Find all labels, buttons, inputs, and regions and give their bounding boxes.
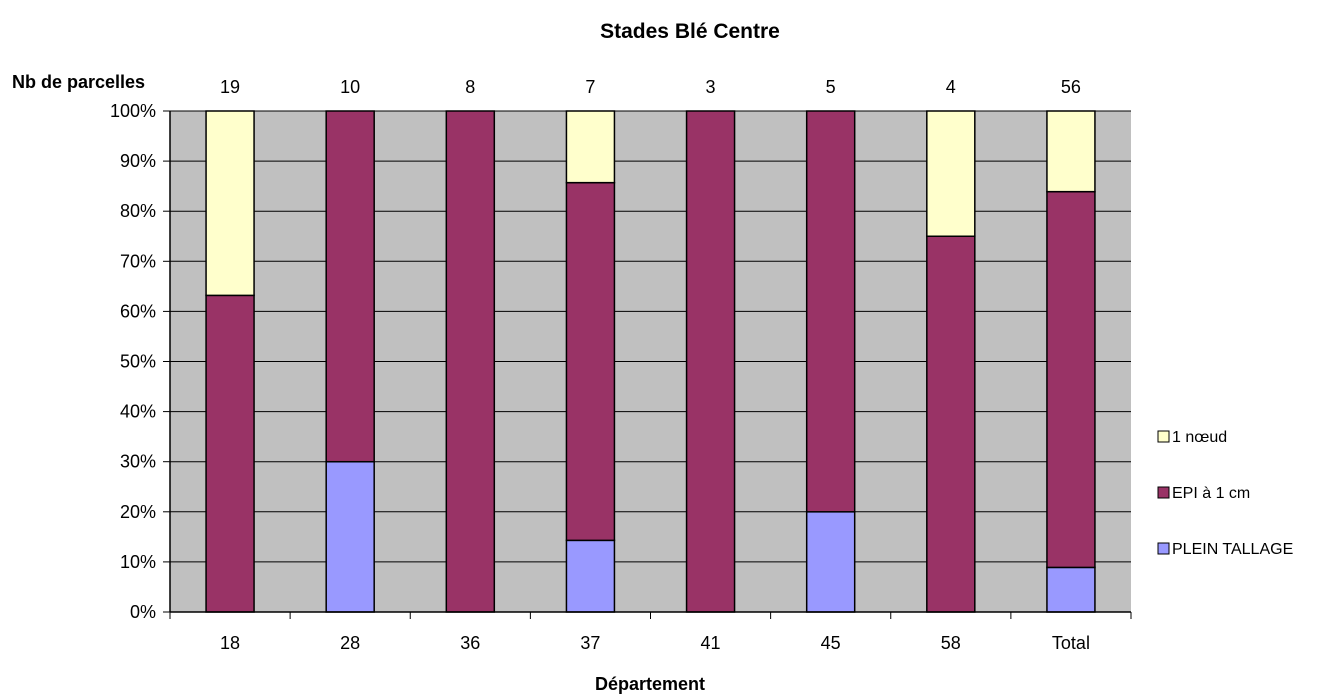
bar-segment	[565, 539, 616, 613]
x-tick-label: 37	[580, 633, 600, 653]
y-tick-label: 70%	[120, 251, 156, 271]
x-tick-labels: 18 28 36 37 41 45 58 Total	[220, 633, 1090, 653]
x-tick-label: 58	[941, 633, 961, 653]
axes	[163, 110, 1132, 619]
bar-segment	[926, 110, 976, 237]
bars	[205, 110, 1096, 613]
count-value: 56	[1061, 77, 1081, 97]
bar-segment	[1046, 110, 1096, 193]
bar-segment	[565, 181, 616, 542]
count-value: 19	[220, 77, 240, 97]
y-tick-label: 0%	[130, 602, 156, 622]
legend-swatch	[1157, 486, 1170, 499]
count-value: 4	[946, 77, 956, 97]
bar-segment	[805, 110, 856, 513]
count-value: 8	[465, 77, 475, 97]
bar-segment	[445, 110, 496, 613]
count-value: 3	[706, 77, 716, 97]
bar-segment	[205, 110, 255, 297]
y-tick-label: 40%	[120, 402, 156, 422]
y-tick-label: 80%	[120, 201, 156, 221]
bar-segment	[325, 110, 375, 463]
x-tick-label: 18	[220, 633, 240, 653]
count-value: 7	[585, 77, 595, 97]
legend-label: EPI à 1 cm	[1172, 485, 1250, 502]
y-tick-labels: 0% 10% 20% 30% 40% 50% 60% 70% 80% 90% 100%	[110, 101, 156, 622]
x-tick-label: 36	[460, 633, 480, 653]
bar-segment	[325, 460, 375, 613]
legend-swatch	[1157, 430, 1170, 443]
y-tick-label: 90%	[120, 151, 156, 171]
y-tick-label: 10%	[120, 552, 156, 572]
x-tick-label: 28	[340, 633, 360, 653]
count-value: 10	[340, 77, 360, 97]
count-value: 5	[826, 77, 836, 97]
bar-segment	[565, 110, 616, 184]
y-tick-label: 20%	[120, 502, 156, 522]
y-tick-label: 30%	[120, 452, 156, 472]
y-tick-label: 60%	[120, 301, 156, 321]
legend-label: 1 nœud	[1172, 429, 1227, 446]
bar-segment	[1046, 566, 1096, 613]
bar-segment	[805, 511, 856, 613]
x-tick-label: 41	[701, 633, 721, 653]
x-tick-label: 45	[821, 633, 841, 653]
x-tick-label: Total	[1052, 633, 1090, 653]
legend-label: PLEIN TALLAGE	[1172, 541, 1293, 558]
y-tick-label: 50%	[120, 352, 156, 372]
chart-title: Stades Blé Centre	[600, 20, 780, 43]
bar-segment	[1046, 190, 1096, 569]
y-tick-label: 100%	[110, 101, 156, 121]
count-label: Nb de parcelles	[12, 72, 145, 92]
bar-segment	[685, 110, 736, 613]
bar-segment	[926, 235, 976, 613]
count-labels: 19 10 8 7 3 5 4 56	[220, 77, 1081, 97]
x-axis-title: Département	[595, 674, 705, 694]
bar-segment	[205, 294, 255, 613]
legend-swatch	[1157, 542, 1170, 555]
legend: 1 nœud EPI à 1 cm PLEIN TALLAGE	[1157, 429, 1293, 558]
